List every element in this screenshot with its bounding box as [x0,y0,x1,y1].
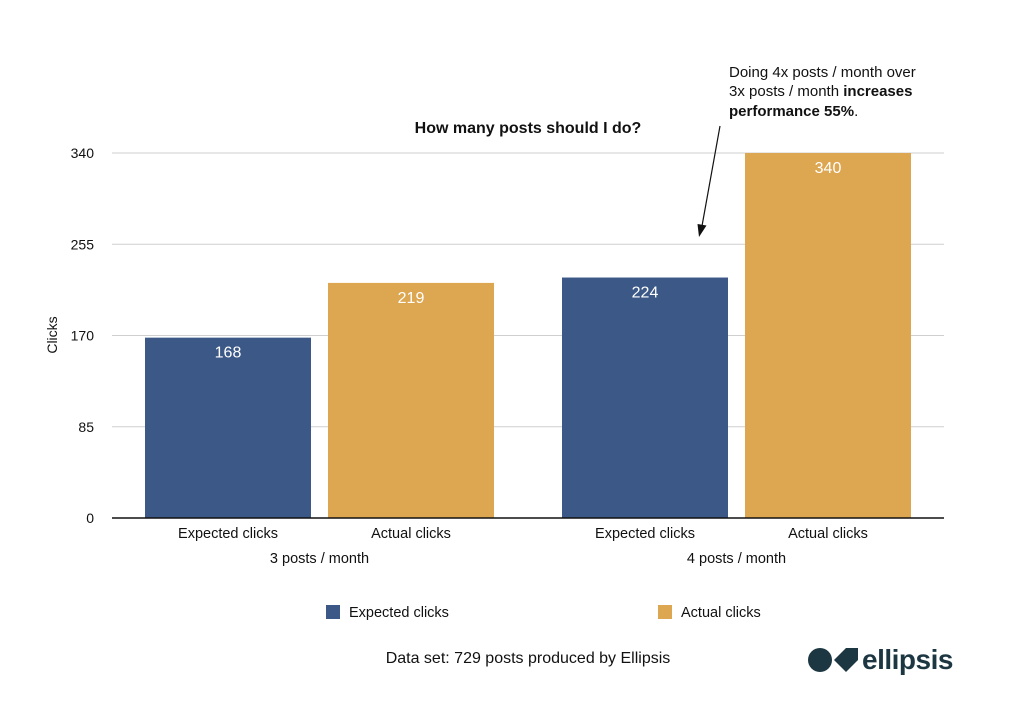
brand-logo: ellipsis [808,644,953,675]
bars [145,153,911,518]
legend-swatch [326,605,340,619]
x-group-label: 3 posts / month [270,551,369,567]
y-axis-label: Clicks [44,316,60,353]
bar-value-label: 224 [632,285,659,302]
annotation-line-3-text: . [854,103,858,120]
legend: Expected clicks Actual clicks [326,605,761,621]
legend-label: Actual clicks [681,605,761,621]
annotation-line-3: performance 55%. [729,103,858,120]
logo-circle-icon [808,648,832,672]
annotation-line-2-text: 3x posts / month [729,83,843,100]
x-tick-label: Expected clicks [595,526,695,542]
x-tick-label: Actual clicks [788,526,868,542]
bar-value-label: 219 [398,290,425,307]
brand-name: ellipsis [862,644,953,675]
legend-label: Expected clicks [349,605,449,621]
bar [145,337,311,518]
y-tick-label: 170 [71,328,95,344]
labels: 0 85 170 255 340 168 Expected clicks 219 Actual … [71,145,868,567]
annotation-arrow-head [697,224,707,237]
x-tick-label: Actual clicks [371,526,451,542]
legend-swatch [658,605,672,619]
annotation-line-2-bold: increases [843,83,912,100]
y-tick-label: 255 [71,236,95,252]
bar [745,153,911,518]
annotation-arrow-line [701,125,721,227]
chart-title: How many posts should I do? [415,120,642,137]
annotation-line-3-bold: performance 55% [729,103,854,120]
bar-value-label: 168 [215,345,242,362]
dataset-note: Data set: 729 posts produced by Ellipsis [386,650,671,667]
bar [328,282,494,518]
x-tick-label: Expected clicks [178,526,278,542]
annotation-line-2: 3x posts / month increases [729,83,912,100]
y-tick-label: 0 [86,510,94,526]
logo-leaf-icon [834,648,858,672]
x-group-label: 4 posts / month [687,551,786,567]
annotation: Doing 4x posts / month over 3x posts / m… [697,64,916,237]
y-tick-label: 340 [71,145,95,161]
annotation-line-1: Doing 4x posts / month over [729,64,916,81]
bar [562,277,728,518]
y-tick-label: 85 [78,419,94,435]
bar-value-label: 340 [815,160,842,177]
